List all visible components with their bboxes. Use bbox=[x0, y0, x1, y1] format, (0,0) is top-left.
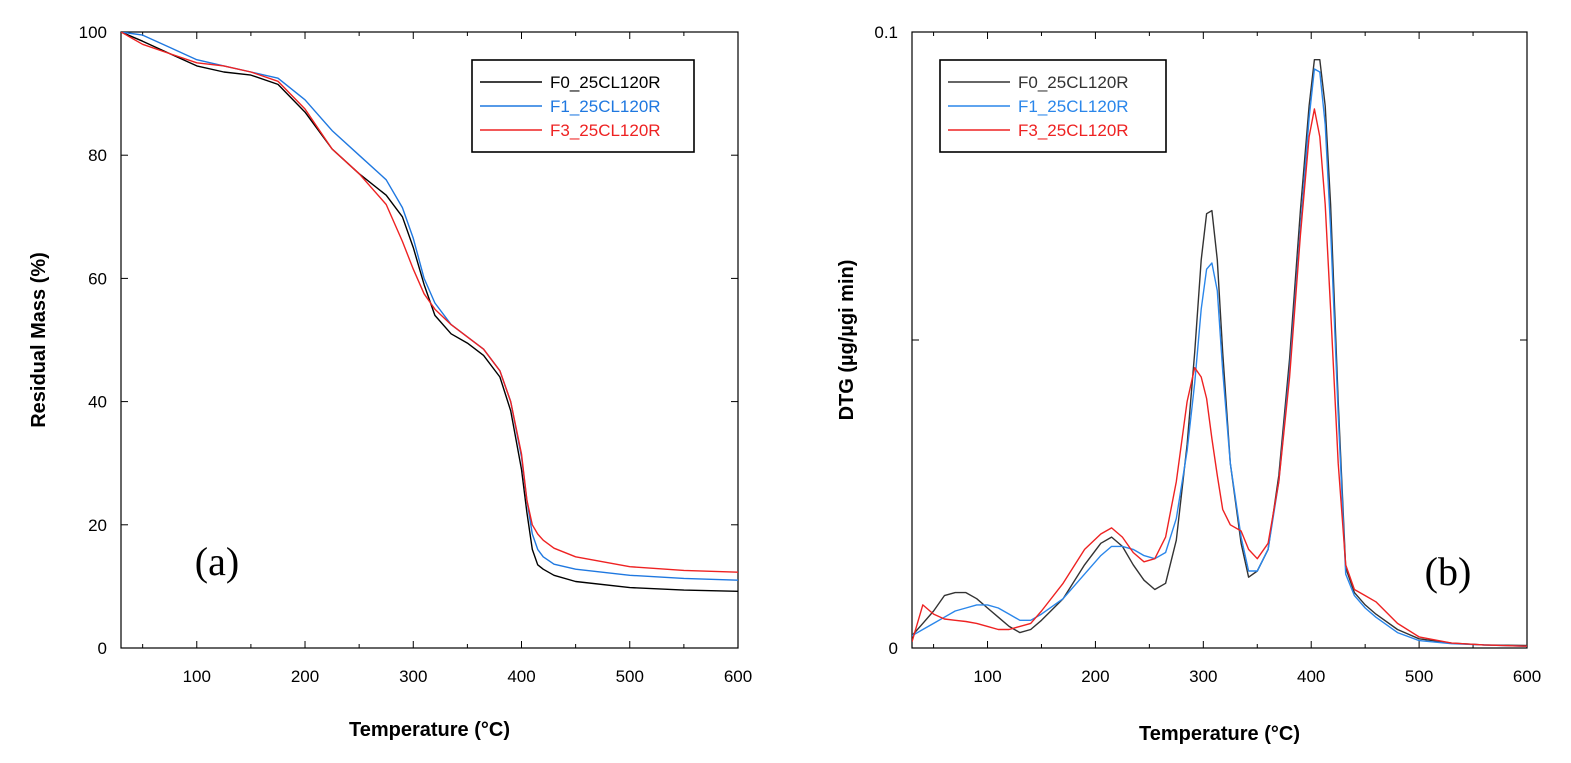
panel-label: (a) bbox=[195, 539, 239, 584]
x-axis-title: Temperature (°C) bbox=[349, 719, 510, 741]
x-axis-title: Temperature (°C) bbox=[1139, 723, 1300, 745]
series-line-f3-25cl120r bbox=[912, 108, 1527, 647]
panel-label: (b) bbox=[1425, 549, 1472, 594]
legend: F0_25CL120R F1_25CL120R F3_25CL120R bbox=[471, 59, 695, 153]
legend-label: F0_25CL120R bbox=[1018, 73, 1129, 92]
legend: F0_25CL120R F1_25CL120R F3_25CL120R bbox=[939, 59, 1167, 153]
x-tick-label: 400 bbox=[507, 667, 535, 686]
panel-a: 100 200 300 400 500 600 0 20 40 60 80 100 Temperatur… bbox=[28, 23, 752, 741]
x-tick-label: 400 bbox=[1297, 667, 1325, 686]
y-tick-label: 80 bbox=[88, 146, 107, 165]
y-axis-title: DTG (µg/µgi min) bbox=[836, 260, 858, 421]
x-tick-label: 100 bbox=[183, 667, 211, 686]
x-tick-label: 600 bbox=[724, 667, 752, 686]
legend-label: F3_25CL120R bbox=[550, 121, 661, 140]
y-tick-label: 40 bbox=[88, 393, 107, 412]
x-tick-label: 500 bbox=[1405, 667, 1433, 686]
x-tick-label: 600 bbox=[1513, 667, 1541, 686]
y-tick-label: 0 bbox=[98, 639, 107, 658]
legend-label: F0_25CL120R bbox=[550, 73, 661, 92]
series-line-f1-25cl120r bbox=[912, 68, 1527, 647]
x-tick-label: 300 bbox=[1189, 667, 1217, 686]
plot-frame bbox=[120, 31, 739, 649]
y-tick-label: 0 bbox=[889, 639, 898, 658]
y-tick-label: 60 bbox=[88, 269, 107, 288]
x-tick-label: 500 bbox=[616, 667, 644, 686]
x-tick-label: 100 bbox=[973, 667, 1001, 686]
y-tick-label: 20 bbox=[88, 516, 107, 535]
x-tick-label: 200 bbox=[1081, 667, 1109, 686]
legend-label: F1_25CL120R bbox=[1018, 97, 1129, 116]
legend-label: F1_25CL120R bbox=[550, 97, 661, 116]
y-tick-label: 100 bbox=[79, 23, 107, 42]
legend-label: F3_25CL120R bbox=[1018, 121, 1129, 140]
y-tick-label: 0.1 bbox=[874, 23, 898, 42]
x-tick-label: 200 bbox=[291, 667, 319, 686]
x-tick-label: 300 bbox=[399, 667, 427, 686]
panel-b: 100 200 300 400 500 600 0 0.1 Temperature (°C) DT… bbox=[836, 23, 1541, 745]
y-axis-title: Residual Mass (%) bbox=[28, 252, 50, 428]
series-line-f0-25cl120r bbox=[121, 32, 738, 592]
series-line-f3-25cl120r bbox=[121, 32, 738, 573]
